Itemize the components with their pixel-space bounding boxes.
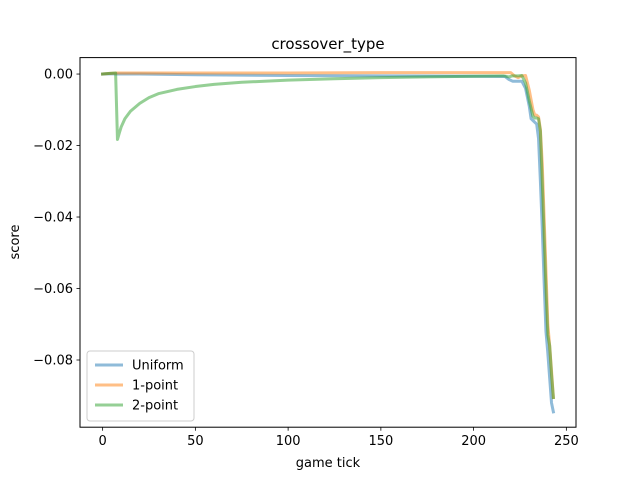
y-tick-label: −0.06	[33, 282, 73, 297]
legend-label: 2-point	[132, 399, 178, 414]
x-tick-label: 50	[187, 434, 204, 449]
y-tick-label: −0.08	[33, 354, 73, 369]
chart-title: crossover_type	[271, 35, 384, 54]
y-tick-label: 0.00	[44, 68, 73, 83]
legend-label: 1-point	[132, 379, 178, 394]
legend-label: Uniform	[132, 359, 184, 374]
plot-area-frame	[79, 57, 577, 428]
y-axis-label: score	[8, 225, 23, 260]
x-axis-label: game tick	[296, 456, 361, 471]
series-layer	[100, 71, 556, 414]
x-axis-ticks: 0 50 100 150 200 250	[98, 427, 579, 449]
x-tick-label: 150	[368, 434, 393, 449]
y-tick-label: −0.02	[33, 139, 73, 154]
y-tick-label: −0.04	[33, 211, 73, 226]
legend: Uniform 1-point 2-point	[86, 350, 195, 422]
x-tick-label: 100	[276, 434, 301, 449]
y-axis-ticks: 0.00 −0.02 −0.04 −0.06 −0.08	[33, 68, 80, 369]
series-line-2-point	[100, 71, 555, 400]
x-tick-label: 250	[554, 434, 579, 449]
x-tick-label: 200	[461, 434, 486, 449]
x-tick-label: 0	[98, 434, 106, 449]
